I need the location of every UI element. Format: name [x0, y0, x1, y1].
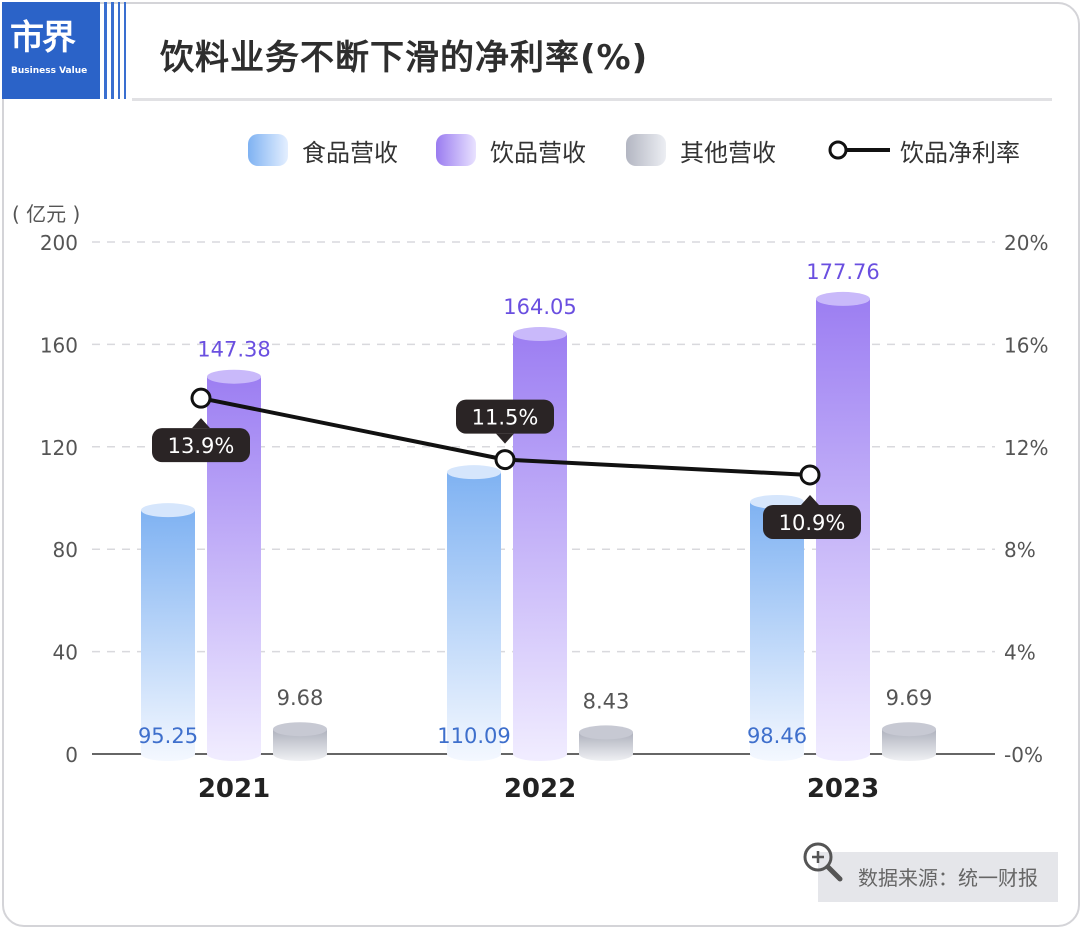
- legend-label-food: 食品营收: [302, 138, 398, 167]
- source-box: [818, 852, 1058, 902]
- legend-label-other: 其他营收: [680, 138, 776, 167]
- legend-swatch-other: [626, 134, 666, 166]
- legend-swatch-beverage: [436, 134, 476, 166]
- legend-swatch-food: [248, 134, 288, 166]
- title-divider: [132, 98, 1052, 101]
- legend-item-other: 其他营收: [626, 130, 776, 170]
- legend-label-margin: 饮品净利率: [900, 138, 1020, 167]
- logo-stripes: [102, 2, 130, 99]
- legend-swatch-margin: [828, 140, 890, 160]
- brand-logo: 市界 Business Value: [2, 2, 100, 99]
- legend-label-beverage: 饮品营收: [490, 138, 586, 167]
- magnifier-icon: [803, 842, 843, 882]
- logo-text: 市界: [10, 18, 76, 58]
- chart-title: 饮料业务不断下滑的净利率(%): [160, 38, 649, 78]
- source-note: 数据来源：统一财报: [858, 866, 1038, 890]
- legend-item-beverage: 饮品营收: [436, 130, 586, 170]
- legend-item-margin: 饮品净利率: [826, 130, 1020, 170]
- legend-item-food: 食品营收: [248, 130, 398, 170]
- logo-subtext: Business Value: [11, 66, 88, 76]
